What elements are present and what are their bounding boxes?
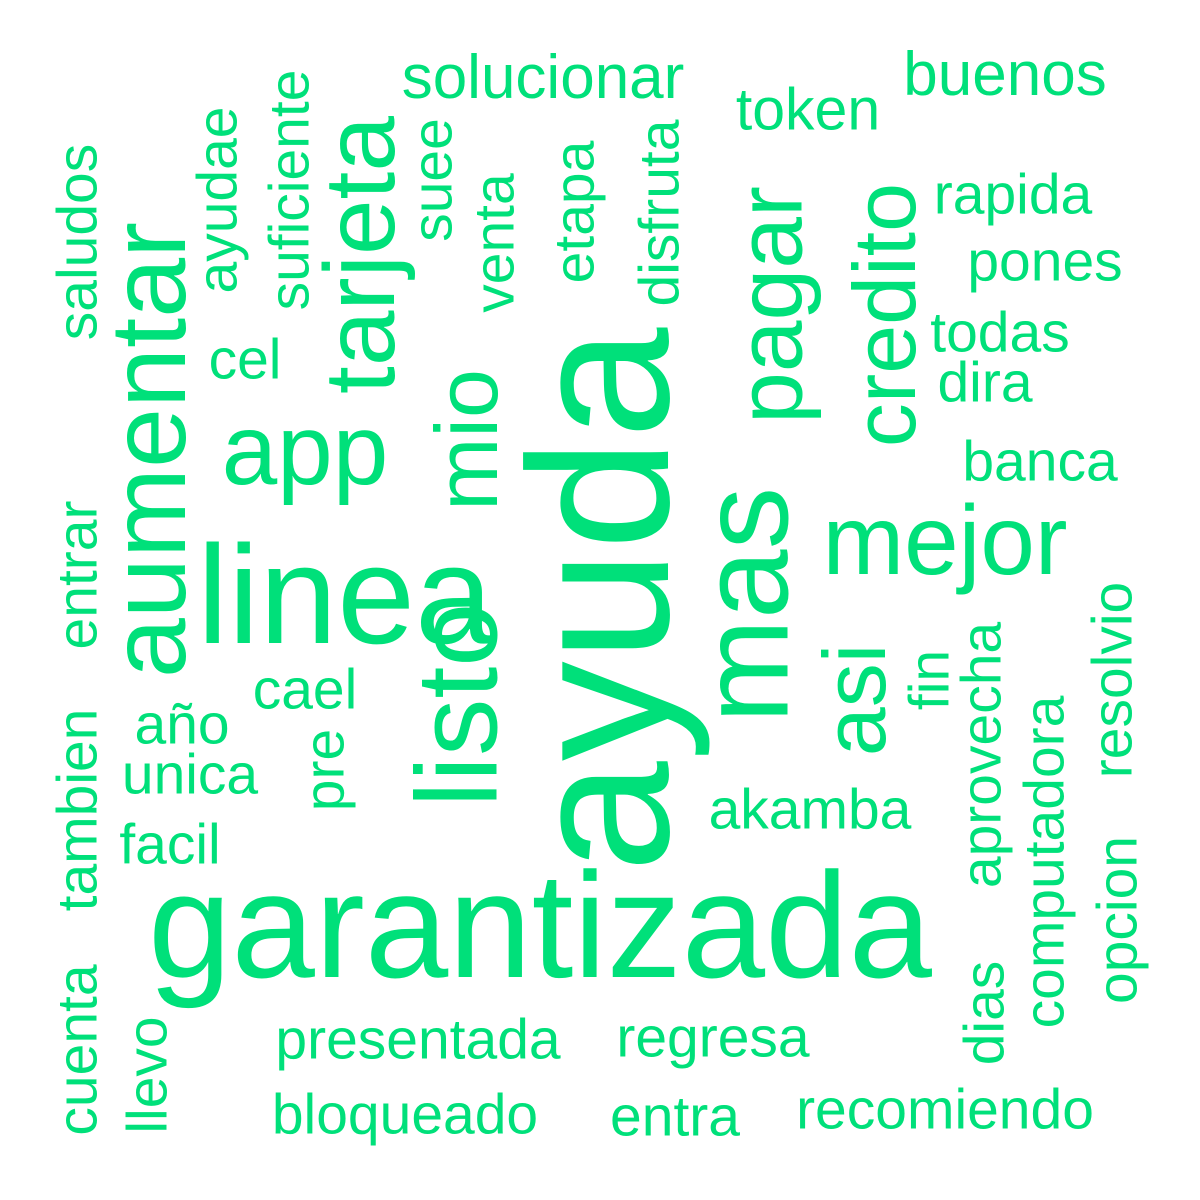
word-ayudae: ayudae [185,106,250,294]
word-llevo: llevo [115,1016,180,1134]
word-cael: cael [252,657,358,722]
word-pones: pones [967,229,1123,294]
word-presentada: presentada [275,1007,561,1072]
word-opcion: opcion [1085,836,1150,1004]
word-bloqueado: bloqueado [271,1082,539,1147]
word-regresa: regresa [616,1005,810,1070]
word-entrar: entrar [45,500,110,650]
word-dira: dira [937,350,1033,415]
word-ayuda: ayuda [488,327,711,873]
word-computadora: computadora [1012,695,1077,1029]
word-unica: unica [121,742,259,807]
word-todas: todas [930,300,1070,365]
word-etapa: etapa [542,140,607,284]
word-rapida: rapida [933,162,1093,227]
word-mejor: mejor [822,485,1068,595]
word-buenos: buenos [903,40,1107,109]
word-linea: linea [197,516,493,673]
word-dias: dias [952,960,1017,1066]
word-token: token [735,76,881,143]
word-mio: mio [417,369,516,511]
word-año: año [134,692,230,757]
word-banca: banca [962,429,1118,494]
word-recomiendo: recomiendo [796,1077,1094,1142]
word-app: app [221,394,389,506]
word-tambien: tambien [45,708,110,912]
word-cuenta: cuenta [45,964,110,1136]
word-aprovecha: aprovecha [949,621,1014,889]
word-facil: facil [119,812,221,877]
word-venta: venta [462,173,527,313]
word-resolvio: resolvio [1080,581,1145,779]
word-mas: mas [675,486,815,724]
word-listo: listo [393,602,522,808]
word-pre: pre [292,728,357,812]
word-pagar: pagar [717,186,822,424]
word-garantizada: garantizada [148,841,932,1009]
word-cel: cel [208,327,282,392]
word-suficiente: suficiente [257,69,322,311]
word-solucionar: solucionar [401,43,685,112]
word-saludos: saludos [45,143,110,341]
word-akamba: akamba [708,777,912,842]
word-asi: asi [805,643,904,757]
word-credito: credito [835,182,934,448]
word-entra: entra [610,1084,740,1149]
word-disfruta: disfruta [627,119,692,307]
word-tarjeta: tarjeta [304,116,416,394]
word-suee: suee [400,118,465,242]
